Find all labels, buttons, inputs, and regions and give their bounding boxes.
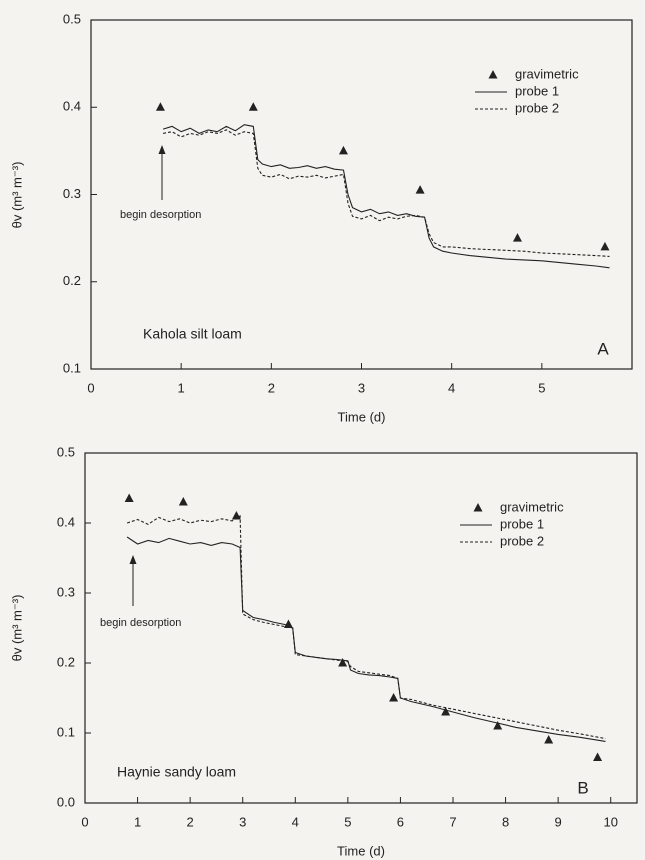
gravimetric-point (389, 693, 399, 702)
y-tick-label: 0.0 (57, 794, 75, 809)
gravimetric-point (593, 752, 603, 761)
annotation: begin desorption (100, 617, 181, 629)
arrow-head (158, 145, 166, 154)
x-tick-label: 2 (187, 814, 194, 829)
probe-line (162, 124, 610, 269)
x-tick-label: 0 (81, 814, 88, 829)
legend-label: probe 2 (515, 100, 559, 115)
x-tick-label: 3 (239, 814, 246, 829)
y-axis-label: θv (m³ m⁻³) (9, 595, 24, 662)
x-tick-label: 4 (292, 814, 299, 829)
probe-line (126, 515, 606, 740)
plot-frame (84, 452, 638, 804)
gravimetric-point (441, 707, 451, 716)
annotation: Haynie sandy loam (117, 764, 236, 780)
gravimetric-point (231, 511, 241, 520)
x-tick-label: 0 (87, 380, 94, 395)
y-tick-label: 0.2 (57, 654, 75, 669)
legend-marker (473, 503, 483, 512)
x-tick-label: 6 (397, 814, 404, 829)
x-tick-label: 4 (448, 380, 455, 395)
annotation: Kahola silt loam (143, 326, 242, 342)
legend-label: probe 1 (500, 516, 544, 531)
x-tick-label: 5 (538, 380, 545, 395)
y-tick-label: 0.2 (63, 273, 81, 288)
y-tick-label: 0.1 (63, 360, 81, 375)
gravimetric-point (512, 233, 522, 242)
y-tick-label: 0.3 (63, 186, 81, 201)
gravimetric-point (338, 658, 348, 667)
gravimetric-point (338, 145, 348, 155)
gravimetric-point (493, 721, 503, 730)
x-tick-label: 1 (178, 380, 185, 395)
gravimetric-point (600, 241, 610, 251)
y-axis-label: θv (m³ m⁻³) (9, 162, 24, 229)
gravimetric-point (544, 735, 554, 744)
y-tick-label: 0.5 (63, 11, 81, 26)
y-tick-label: 0.1 (57, 724, 75, 739)
gravimetric-point (283, 619, 293, 628)
x-tick-label: 10 (603, 814, 617, 829)
gravimetric-point (155, 102, 165, 111)
legend-marker (488, 70, 498, 79)
probe-line (162, 129, 610, 257)
x-axis-label: Time (d) (337, 843, 385, 858)
y-tick-label: 0.4 (57, 514, 75, 529)
y-tick-label: 0.4 (63, 99, 81, 114)
x-tick-label: 2 (268, 380, 275, 395)
legend-label: gravimetric (500, 499, 564, 514)
annotation: begin desorption (120, 209, 201, 221)
gravimetric-point (124, 493, 134, 502)
x-tick-label: 7 (449, 814, 456, 829)
legend-label: gravimetric (515, 66, 579, 81)
x-tick-label: 1 (134, 814, 141, 829)
y-tick-label: 0.5 (57, 444, 75, 459)
arrow-head (129, 555, 137, 564)
gravimetric-point (248, 102, 258, 111)
legend-label: probe 2 (500, 533, 544, 548)
legend-label: probe 1 (515, 83, 559, 98)
x-tick-label: 8 (502, 814, 509, 829)
annotation: B (577, 778, 588, 797)
gravimetric-point (415, 185, 425, 194)
x-tick-label: 9 (555, 814, 562, 829)
y-tick-label: 0.3 (57, 584, 75, 599)
probe-line (126, 536, 606, 742)
x-tick-label: 5 (344, 814, 351, 829)
x-axis-label: Time (d) (338, 409, 386, 424)
gravimetric-point (178, 497, 188, 506)
x-tick-label: 3 (358, 380, 365, 395)
annotation: A (597, 339, 609, 358)
